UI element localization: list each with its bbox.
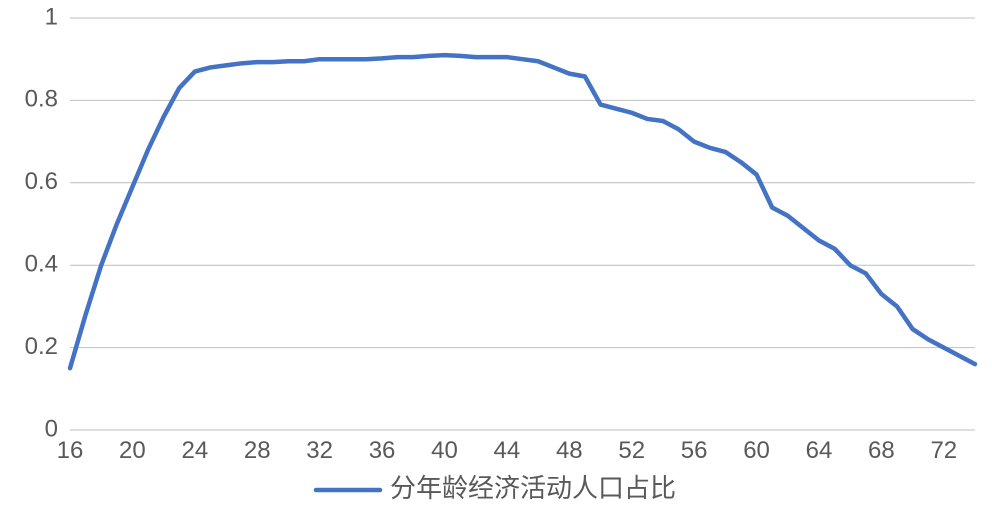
x-tick-label: 48: [556, 437, 583, 464]
x-tick-label: 20: [119, 437, 146, 464]
x-tick-label: 28: [244, 437, 271, 464]
x-tick-label: 64: [806, 437, 833, 464]
y-tick-label: 0.4: [25, 251, 58, 278]
legend: 分年龄经济活动人口占比: [316, 473, 676, 503]
x-tick-label: 56: [681, 437, 708, 464]
series-line: [70, 55, 975, 368]
x-tick-label: 36: [369, 437, 396, 464]
x-tick-label: 44: [494, 437, 521, 464]
x-tick-label: 32: [306, 437, 333, 464]
x-tick-label: 60: [743, 437, 770, 464]
chart-container: 00.20.40.60.81 1620242832364044485256606…: [0, 0, 992, 510]
x-axis-labels: 16 20 24 28 32 36 40 44 48 52 56 60 64 68 72: [57, 437, 957, 464]
x-tick-label: 24: [181, 437, 208, 464]
y-tick-label: 1: [45, 3, 58, 30]
x-tick-label: 40: [431, 437, 458, 464]
y-tick-label: 0.2: [25, 333, 58, 360]
x-tick-label: 52: [618, 437, 645, 464]
x-tick-label: 16: [57, 437, 84, 464]
gridlines: [70, 18, 975, 430]
y-axis-labels: 00.20.40.60.81: [25, 3, 58, 442]
y-tick-label: 0.6: [25, 168, 58, 195]
x-tick-label: 68: [868, 437, 895, 464]
line-chart: 00.20.40.60.81 1620242832364044485256606…: [0, 0, 992, 510]
y-tick-label: 0.8: [25, 86, 58, 113]
x-tick-label: 72: [930, 437, 957, 464]
legend-label: 分年龄经济活动人口占比: [390, 473, 676, 503]
